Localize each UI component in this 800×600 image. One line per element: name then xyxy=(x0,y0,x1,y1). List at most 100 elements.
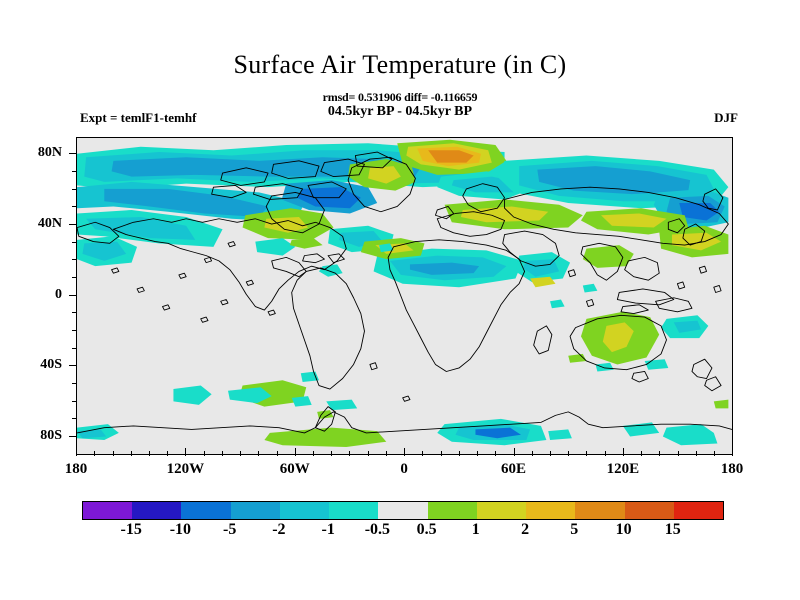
colorbar-band xyxy=(378,502,428,519)
x-tick-minor xyxy=(659,451,661,456)
y-axis-label-80s: 80S xyxy=(40,428,62,443)
y-tick-major xyxy=(69,365,77,367)
colorbar-label-p10: 10 xyxy=(615,521,632,538)
x-tick-minor xyxy=(240,451,242,456)
y-tick-major xyxy=(69,153,77,155)
y-tick-major xyxy=(69,436,77,437)
x-tick-minor xyxy=(349,451,351,456)
x-tick-minor xyxy=(422,451,424,456)
x-tick-minor xyxy=(258,451,260,456)
colorbar-label-n05: -0.5 xyxy=(364,521,391,538)
x-tick-minor xyxy=(221,451,223,456)
x-tick-minor xyxy=(440,451,442,456)
experiment-label: Expt = temlF1-temhf xyxy=(80,110,197,125)
y-axis-label-40s: 40S xyxy=(40,357,62,373)
x-tick-minor xyxy=(458,451,460,456)
anomaly-shading-layer xyxy=(77,139,729,447)
y-axis-label-40n: 40N xyxy=(37,216,62,231)
x-axis-label-120e: 120E xyxy=(606,461,640,477)
x-tick-minor xyxy=(477,451,478,456)
colorbar-band xyxy=(132,502,182,519)
coastline-layer xyxy=(77,151,732,434)
x-tick-minor xyxy=(112,451,114,456)
y-tick-minor xyxy=(72,277,77,278)
x-tick-minor xyxy=(568,451,570,456)
colorbar-band xyxy=(230,502,280,519)
x-tick-major xyxy=(185,448,187,456)
y-tick-minor xyxy=(72,330,77,331)
y-tick-minor xyxy=(72,171,77,172)
x-tick-major xyxy=(622,448,624,456)
colorbar-label-p5: 5 xyxy=(570,521,579,538)
x-tick-major xyxy=(732,448,733,456)
colorbar-label-p15: 15 xyxy=(664,521,681,538)
x-tick-minor xyxy=(495,451,497,456)
y-tick-major xyxy=(69,294,77,296)
y-tick-minor xyxy=(72,312,77,314)
colorbar-band xyxy=(329,502,379,519)
map-plot-area xyxy=(76,137,733,455)
x-tick-minor xyxy=(586,451,588,456)
x-axis-label-60e: 60E xyxy=(500,461,527,477)
colorbar-band xyxy=(575,502,625,519)
y-tick-major xyxy=(69,224,77,225)
page-title: Surface Air Temperature (in C) xyxy=(233,50,567,79)
x-tick-major xyxy=(404,448,406,456)
colorbar-label-p2: 2 xyxy=(521,521,530,538)
colorbar-band xyxy=(526,502,576,519)
x-tick-minor xyxy=(385,451,387,456)
x-tick-major xyxy=(513,448,515,456)
x-tick-minor xyxy=(550,451,551,456)
y-tick-minor xyxy=(72,347,77,349)
season-label: DJF xyxy=(714,110,738,125)
y-axis-label-80n: 80N xyxy=(37,145,62,161)
colorbar xyxy=(82,501,724,520)
y-tick-minor xyxy=(72,418,77,420)
x-tick-minor xyxy=(130,451,132,456)
world-map-svg xyxy=(77,139,732,447)
x-tick-minor xyxy=(331,451,333,456)
y-axis-label-0: 0 xyxy=(55,286,62,302)
colorbar-band xyxy=(476,502,527,519)
x-tick-minor xyxy=(94,451,96,456)
colorbar-band xyxy=(624,502,674,519)
x-tick-minor xyxy=(641,451,643,456)
x-tick-minor xyxy=(695,451,697,456)
period-subtitle: 04.5kyr BP - 04.5kyr BP xyxy=(327,104,473,119)
colorbar-label-n5: -5 xyxy=(223,521,237,538)
x-tick-minor xyxy=(531,451,533,456)
x-tick-minor xyxy=(203,451,205,456)
y-tick-minor xyxy=(72,259,77,261)
y-tick-minor xyxy=(72,188,77,190)
x-axis-label-0: 0 xyxy=(400,461,408,477)
colorbar-label-n1: -1 xyxy=(321,521,335,538)
colorbar-band xyxy=(427,502,477,519)
colorbar-label-n15: -15 xyxy=(120,521,142,538)
colorbar-label-p05: 0.5 xyxy=(416,521,437,538)
x-tick-minor xyxy=(677,451,679,456)
colorbar-band xyxy=(181,502,231,519)
x-tick-minor xyxy=(604,451,606,456)
statistics-annotation: rmsd= 0.531906 diff= -0.116659 xyxy=(322,90,478,104)
colorbar-band xyxy=(279,502,330,519)
x-tick-minor xyxy=(148,451,150,456)
x-tick-minor xyxy=(276,451,278,456)
x-tick-minor xyxy=(367,451,369,456)
x-axis-label-120w: 120W xyxy=(166,461,205,477)
colorbar-label-n10: -10 xyxy=(169,521,192,538)
colorbar-label-p1: 1 xyxy=(471,521,480,538)
x-tick-minor xyxy=(167,451,169,456)
y-tick-minor xyxy=(72,383,77,384)
x-tick-minor xyxy=(714,451,715,456)
y-tick-minor xyxy=(72,400,77,402)
x-axis-label-60w: 60W xyxy=(279,461,310,477)
y-tick-minor xyxy=(72,206,77,208)
colorbar-band xyxy=(673,502,724,519)
colorbar-label-n2: -2 xyxy=(272,521,286,538)
x-axis-label-180e: 180 xyxy=(720,461,744,477)
x-tick-major xyxy=(294,448,296,456)
x-axis-label-180w: 180 xyxy=(64,461,88,477)
x-tick-major xyxy=(76,448,77,456)
y-tick-minor xyxy=(72,241,77,243)
